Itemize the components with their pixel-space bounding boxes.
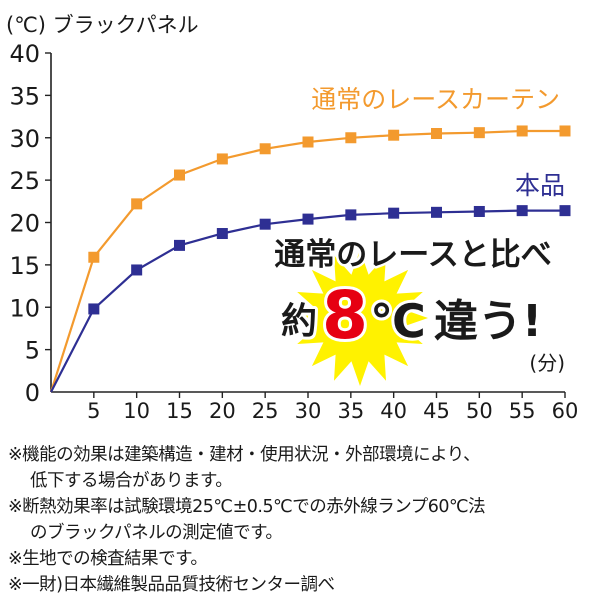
x-tick-label: 30 — [295, 399, 322, 423]
x-unit-label: (分) — [529, 351, 565, 375]
y-tick-label: 25 — [9, 167, 40, 195]
data-point — [259, 218, 271, 230]
footnote-1: ※機能の効果は建築構造・建材・使用状況・外部環境により、 — [8, 445, 481, 465]
data-point — [388, 207, 400, 219]
footnotes: ※機能の効果は建築構造・建材・使用状況・外部環境により、 低下する場合があります… — [8, 442, 596, 598]
data-point — [131, 198, 143, 210]
data-point — [473, 205, 485, 217]
data-point — [559, 125, 571, 137]
starburst-shape — [292, 250, 428, 386]
data-point — [388, 129, 400, 141]
footnote-4: ※一財)日本繊維製品品質技術センター調べ — [8, 575, 335, 595]
data-point — [88, 303, 100, 315]
data-point — [431, 128, 442, 140]
data-point — [174, 239, 185, 251]
x-tick-label: 5 — [87, 399, 100, 423]
data-point — [131, 264, 143, 276]
data-point — [559, 205, 571, 217]
data-point — [345, 209, 357, 221]
x-tick-label: 35 — [337, 399, 364, 423]
data-point — [216, 153, 228, 165]
series-label-lace: 通常のレースカーテン — [311, 85, 560, 114]
x-tick-label: 55 — [509, 399, 536, 423]
x-tick-label: 45 — [423, 399, 450, 423]
y-tick-label: 40 — [9, 40, 40, 68]
footnote-2-continued: のブラックパネルの測定値です。 — [30, 523, 283, 543]
data-point — [345, 132, 357, 144]
callout-suffix: 違う! — [434, 296, 542, 347]
x-tick-label: 50 — [466, 399, 493, 423]
x-tick-label: 60 — [552, 399, 579, 423]
data-point — [259, 143, 271, 155]
footnote-2: ※断熱効果率は試験環境25℃±0.5℃での赤外線ランプ60℃法 — [8, 497, 486, 517]
y-tick-label: 5 — [25, 337, 40, 365]
y-tick-label: 0 — [25, 379, 40, 407]
series-label-product: 本品 — [515, 171, 565, 200]
footnote-3: ※生地での検査結果です。 — [8, 549, 208, 569]
callout-unit: ℃ — [370, 294, 426, 348]
y-tick-label: 30 — [9, 125, 40, 153]
x-tick-label: 15 — [166, 399, 193, 423]
y-unit-label: (℃) ブラックパネル — [6, 13, 199, 37]
data-point — [516, 205, 528, 217]
callout-prefix: 約 — [281, 301, 317, 342]
callout-headline: 通常のレースと比べ — [274, 237, 551, 273]
y-tick-label: 35 — [9, 82, 40, 110]
y-tick-label: 15 — [9, 252, 40, 280]
y-tick-label: 20 — [9, 210, 40, 238]
data-point — [174, 169, 185, 181]
footnote-1-continued: 低下する場合があります。 — [30, 471, 233, 491]
data-point — [302, 213, 314, 225]
data-point — [516, 125, 528, 137]
x-tick-label: 25 — [252, 399, 279, 423]
data-point — [431, 206, 442, 218]
data-point — [302, 136, 314, 148]
data-point — [216, 228, 228, 240]
data-point — [473, 127, 485, 139]
x-tick-label: 40 — [380, 399, 407, 423]
x-tick-label: 10 — [123, 399, 150, 423]
y-tick-label: 10 — [9, 294, 40, 322]
temperature-chart: 0 5 10 15 20 25 30 35 40 5 10 15 20 25 30 35 40 45 50 55 60 (… — [6, 13, 579, 423]
callout-number: 8 — [322, 277, 368, 354]
x-tick-label: 20 — [209, 399, 236, 423]
data-point — [88, 251, 100, 263]
